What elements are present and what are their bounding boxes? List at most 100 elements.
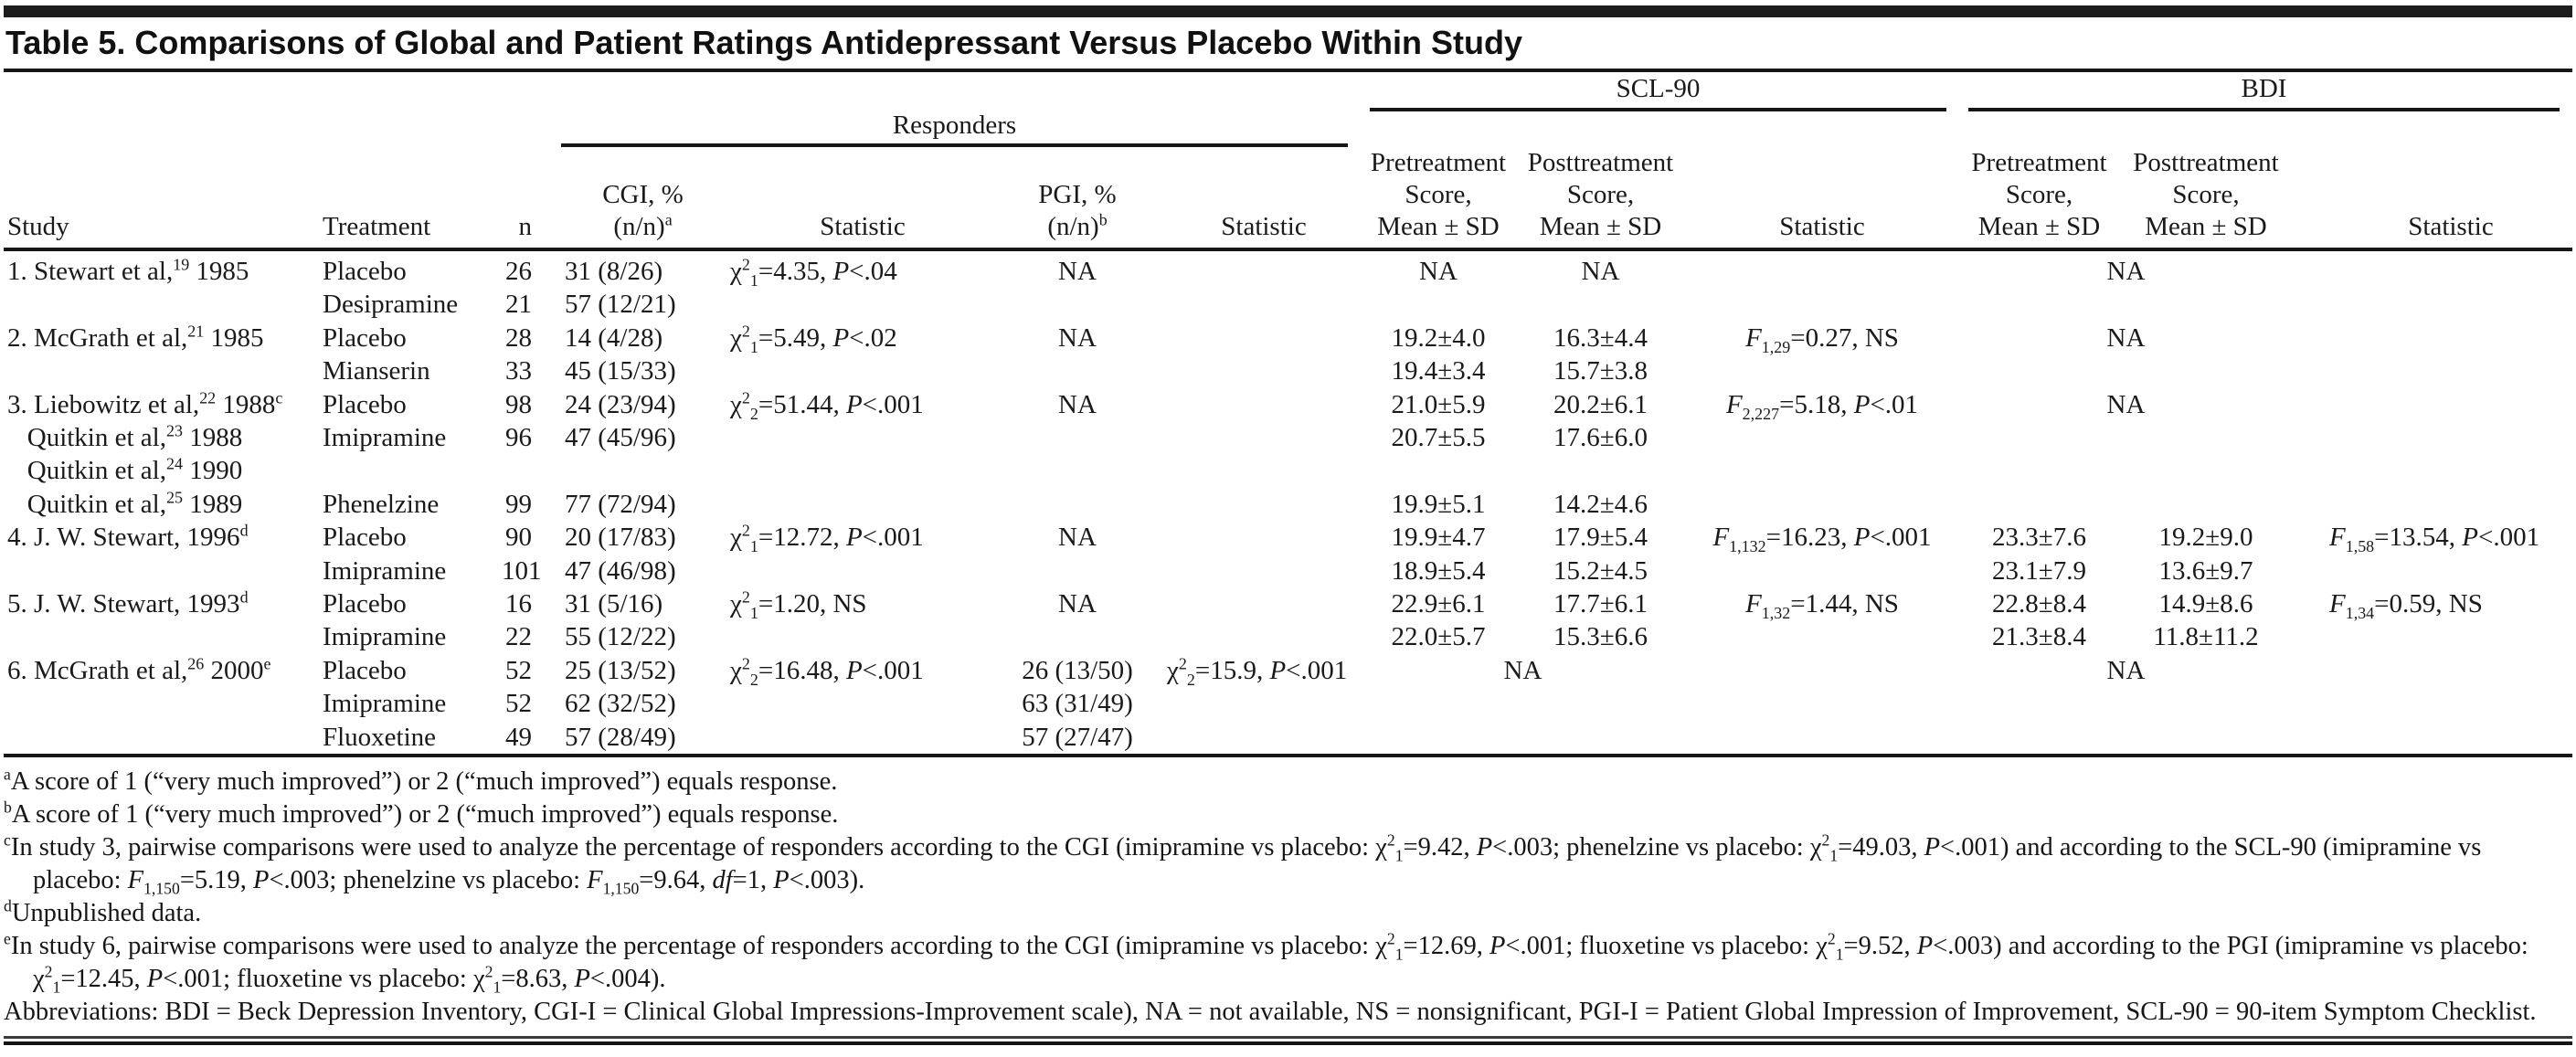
table-cell: 55 (12/22) [565,622,676,652]
table-cell [1516,454,1685,487]
table-cell [1685,687,1959,720]
table-cell [1160,555,1361,587]
table-cell: 22.8±8.4 [1992,589,2086,619]
table-cell [1516,288,1685,321]
table-cell: 26 [505,257,532,286]
table-cell: Placebo [323,389,407,419]
table-cell: 57 (28/49) [565,722,676,752]
table-cell: NA [1058,389,1097,419]
table-cell [1959,354,2119,387]
table-cell [2293,687,2572,720]
study-cell [4,620,319,653]
table-row: 3. Liebowitz et al,22 1988c Placebo 98 24 (… [4,388,2572,421]
table-cell [1959,421,2119,454]
table-row: Fluoxetine 49 57 (28/49) 57 (27/47) [4,721,2572,756]
table-cell: NA [1058,523,1097,553]
table-row: Quitkin et al,25 1989 Phenelzine 99 77 (72/… [4,488,2572,521]
table-cell: F2,227=5.18, P<.01 [1725,389,1919,423]
table-cell [2119,488,2293,521]
table-row: 4. J. W. Stewart, 1996d Placebo 90 20 (17/8… [4,521,2572,556]
table-cell [995,421,1160,454]
table-cell [1959,721,2119,756]
table-cell: χ21=4.35, P<.04 [730,255,897,290]
responders-group: Responders [552,72,1361,147]
footnote-a: aA score of 1 (“very much improved”) or … [4,765,838,797]
table-row: 2. McGrath et al,21 1985 Placebo 28 14 (4/2… [4,322,2572,354]
table-cell [1160,421,1361,454]
table-cell: F1,58=13.54, P<.001 [2329,523,2540,556]
table-cell: 45 (15/33) [565,356,676,386]
scl90-label: SCL-90 [1616,74,1701,103]
table-cell: χ22=51.44, P<.001 [730,387,924,423]
table-row: Imipramine 22 55 (12/22) 22.0±5.7 15.3±6.6 21… [4,620,2572,653]
table-cell: NA [1058,257,1097,286]
table-cell: NA [1419,257,1458,286]
table-cell: 11.8±11.2 [2153,622,2259,652]
bdi-spanner: BDI [1968,72,2560,111]
table-cell [1160,587,1361,620]
table-cell: 98 [505,389,532,419]
study-cell [4,721,319,756]
study-cell: 3. Liebowitz et al,22 1988c [7,387,283,419]
table-cell [721,421,995,454]
table-cell: 57 (27/47) [1022,722,1133,752]
table-cell: NA [2106,389,2146,419]
table-cell: NA [2106,655,2146,685]
table-cell [995,354,1160,387]
col-n: n [502,147,552,251]
spanner-spacer [4,72,552,147]
table-cell: Placebo [323,655,407,685]
table-cell: Desipramine [323,290,459,320]
study-cell [4,288,319,321]
table-row: Imipramine 52 62 (32/52) 63 (31/49) [4,687,2572,720]
table-cell: NA [2106,257,2146,286]
table-cell: 25 (13/52) [565,655,676,685]
table-cell [1685,421,1959,454]
table-cell: 99 [505,489,532,519]
bdi-label: BDI [2241,74,2287,103]
table-cell [2293,354,2572,387]
study-cell: Quitkin et al,25 1989 [7,488,243,519]
table-cell [1959,288,2119,321]
table-cell: 49 [505,722,532,752]
table-cell [1685,721,1959,756]
table-cell [2293,488,2572,521]
responders-spanner: Responders [561,109,1348,147]
table-cell: 19.2±4.0 [1391,322,1486,353]
table-cell: 63 (31/49) [1022,689,1133,719]
table-cell: F1,34=0.59, NS [2329,589,2483,622]
table-cell [2293,620,2572,653]
table-cell [721,721,995,756]
table-row: Quitkin et al,24 1990 [4,454,2572,487]
table-cell: 96 [505,423,532,453]
table-cell [721,687,995,720]
table-row: Desipramine 21 57 (12/21) [4,288,2572,321]
table-cell [1160,687,1361,720]
table-top-rule [4,5,2572,17]
table-cell [1160,249,1361,288]
table-cell [1361,721,1516,756]
table-cell: 31 (8/26) [565,257,663,286]
table-cell: 21.0±5.9 [1391,389,1486,419]
table-cell: 31 (5/16) [565,589,663,619]
table-cell: NA [1503,655,1542,685]
table-cell [1959,488,2119,521]
study-cell: 6. McGrath et al,26 2000e [7,654,271,685]
study-cell: Quitkin et al,23 1988 [7,421,243,453]
table-cell: 23.3±7.6 [1992,523,2086,553]
table-cell: Phenelzine [323,489,440,519]
table-cell [1959,454,2119,487]
col-bdi-statistic: Statistic [2293,147,2572,251]
table-cell: 17.7±6.1 [1553,589,1648,619]
table-cell [2293,421,2572,454]
table-row: 6. McGrath et al,26 2000e Placebo 52 25 (13… [4,654,2572,687]
col-pgi-statistic: Statistic [1160,147,1361,251]
comparison-table: Responders SCL-90 BDI Study Treatment n … [4,72,2572,758]
table-cell: Imipramine [323,622,447,652]
table-cell: 21.3±8.4 [1992,622,2086,652]
table-row: 5. J. W. Stewart, 1993d Placebo 16 31 (5/16… [4,587,2572,620]
col-pgi: PGI, % (n/n)b [995,147,1160,251]
col-treatment: Treatment [319,147,502,251]
table-cell: 18.9±5.4 [1391,555,1486,586]
table-cell: 24 (23/94) [565,389,676,419]
